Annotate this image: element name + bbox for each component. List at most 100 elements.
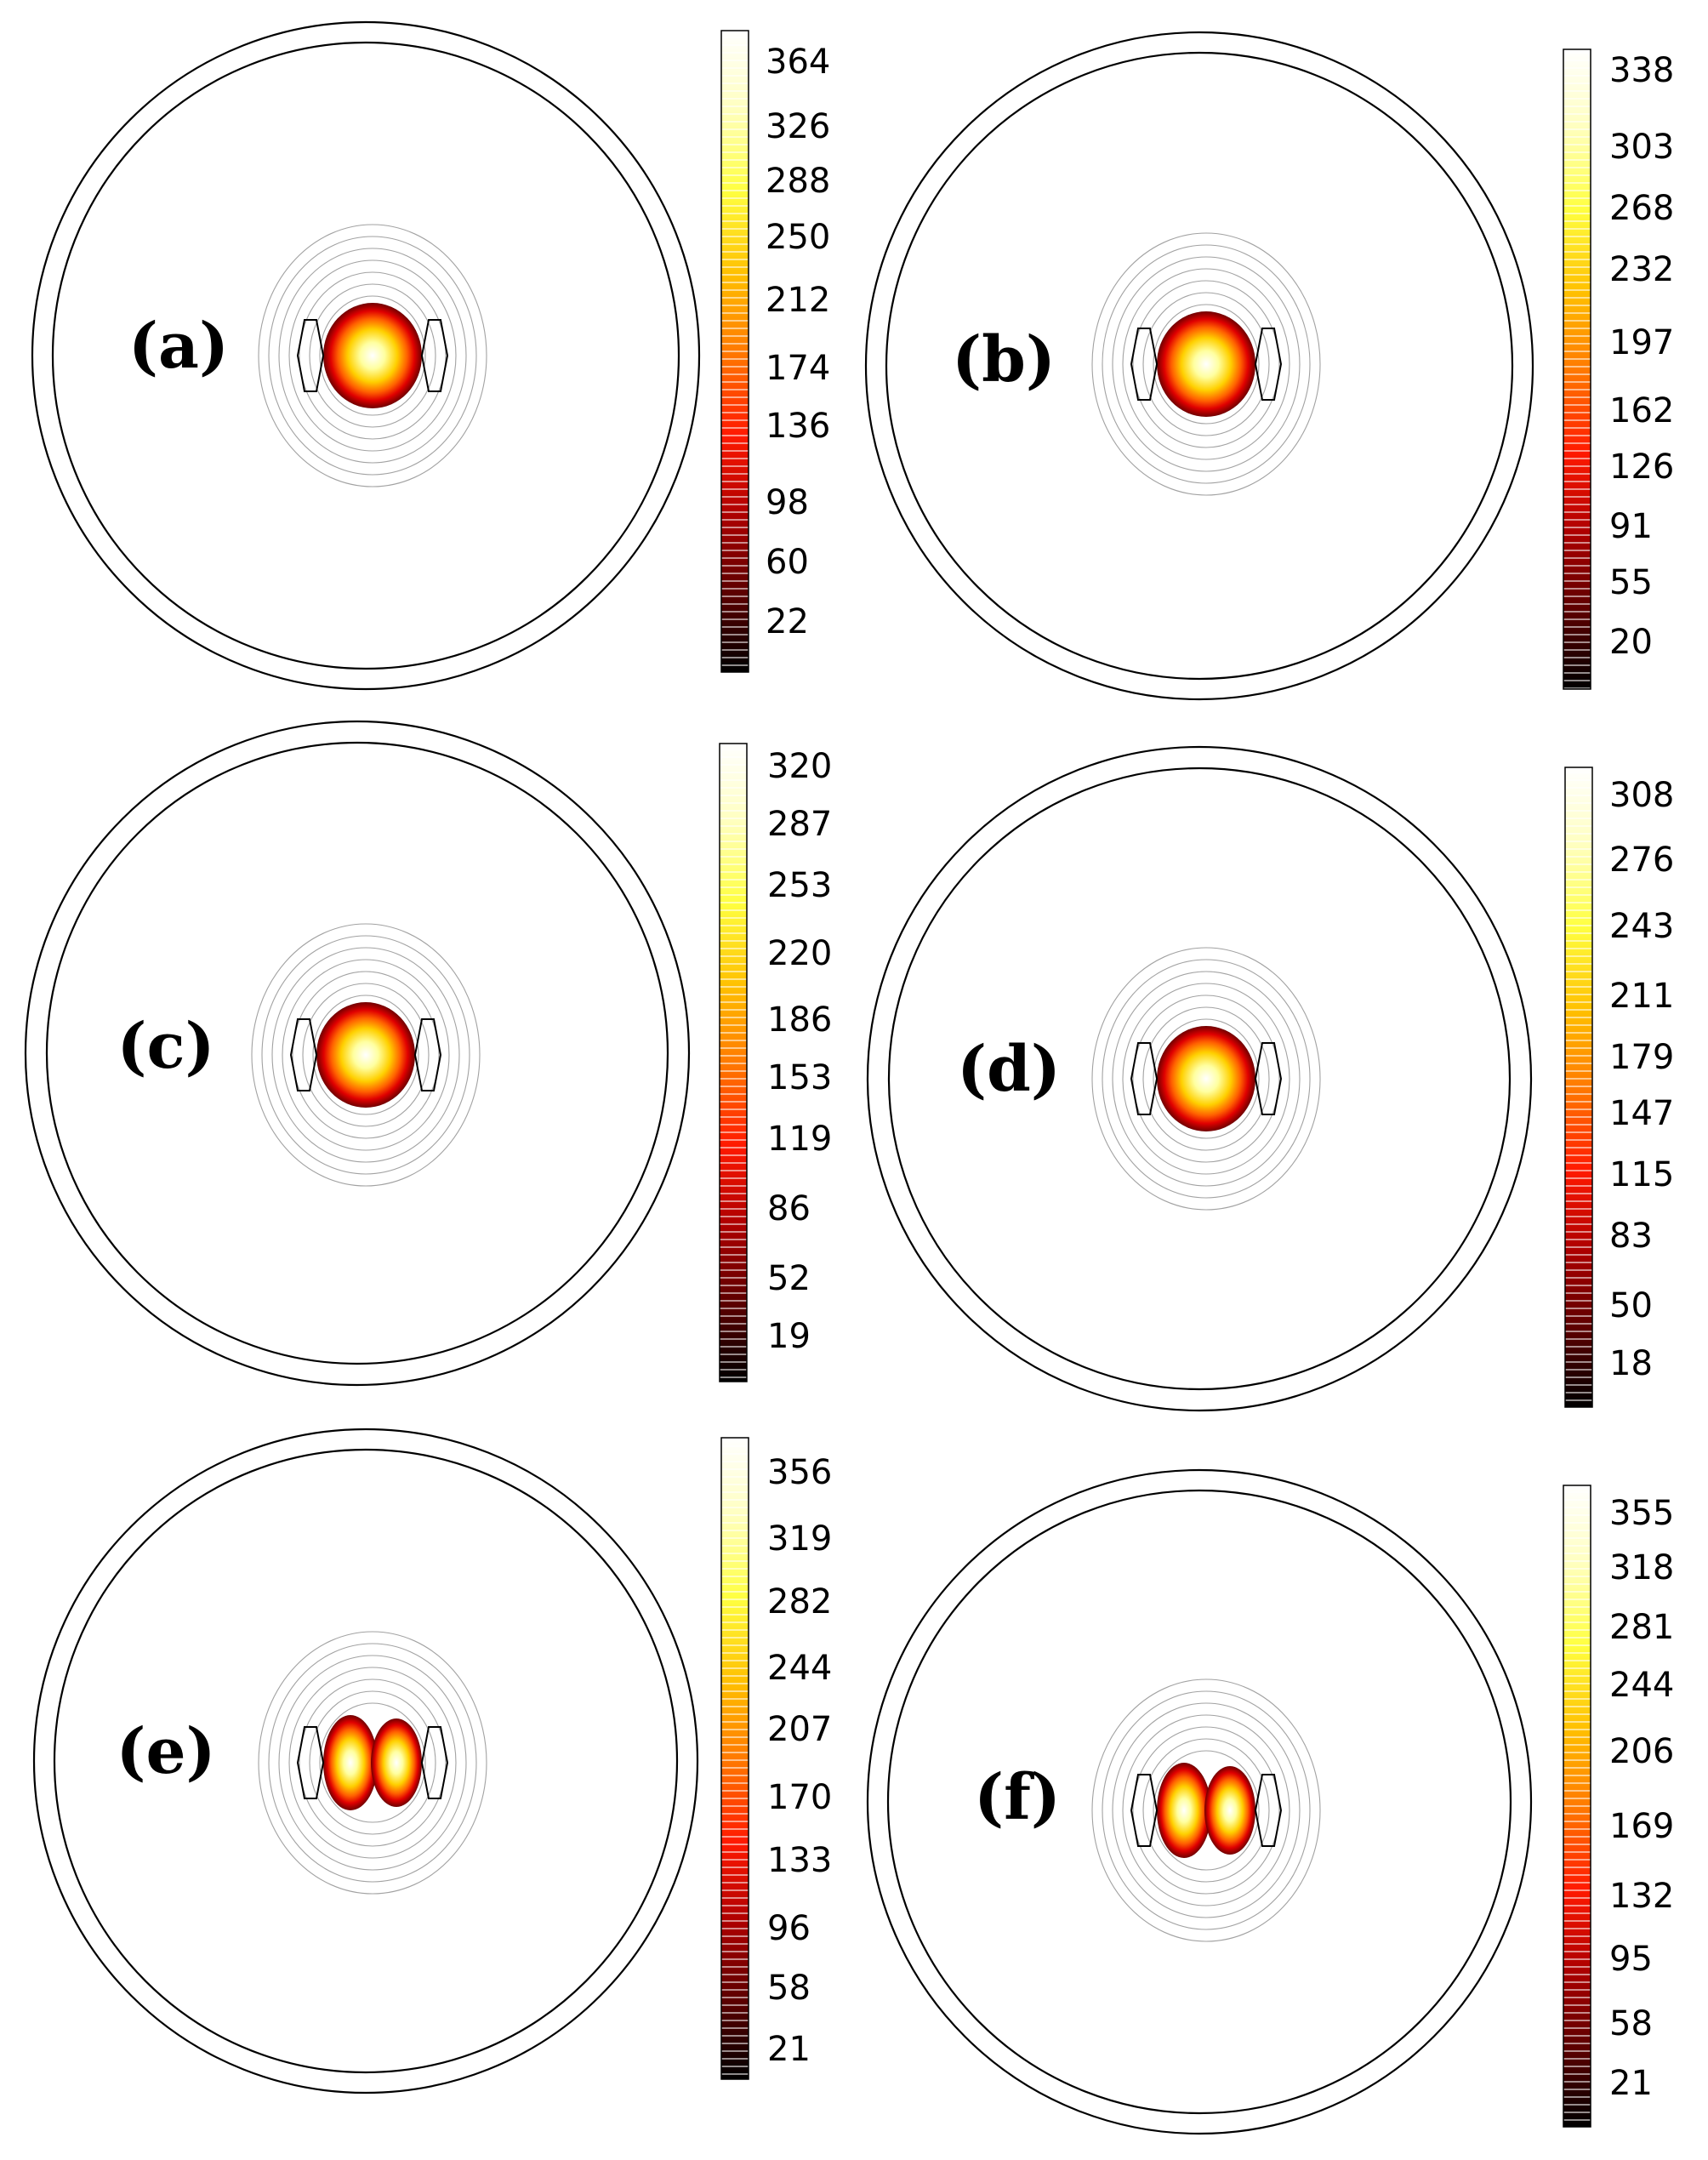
- outer-boundary-circle: [866, 1468, 1533, 2135]
- colorbar-tick-label: 318: [1609, 1548, 1674, 1587]
- hot-zone-right: [371, 1718, 422, 1807]
- contour-line: [1142, 1738, 1270, 1883]
- colorbar-tick-label: 288: [766, 162, 830, 201]
- colorbar-tick-label: 244: [767, 1649, 832, 1688]
- colorbar-tick-label: 244: [1609, 1666, 1674, 1705]
- colorbar-tick-label: 95: [1609, 1940, 1653, 1979]
- contour-line: [1091, 1678, 1321, 1942]
- inner-boundary-circle: [887, 767, 1512, 1391]
- contour-line: [319, 1702, 426, 1823]
- outer-boundary-circle: [24, 720, 691, 1387]
- colorbar-tick-label: 211: [1609, 977, 1674, 1016]
- colorbar-tick-label: 179: [1609, 1038, 1674, 1077]
- contour-line: [258, 224, 487, 487]
- contour-line: [278, 1655, 467, 1871]
- colorbar-bands: [721, 1438, 749, 2079]
- contour-line: [1142, 292, 1270, 436]
- colorbar-frame: [719, 743, 748, 1382]
- contour-line: [278, 248, 467, 464]
- colorbar-tick-label: 174: [766, 349, 830, 388]
- colorbar-tick-label: 319: [767, 1519, 832, 1559]
- contour-line: [251, 923, 481, 1187]
- right-electrode-outline: [420, 319, 449, 392]
- panel-2: (b) 338 303 268 232 197 162 126 91 55 20: [864, 31, 1674, 701]
- outer-boundary-circle: [864, 31, 1534, 701]
- colorbar-frame: [720, 30, 749, 673]
- contour-line: [288, 259, 457, 452]
- left-electrode-outline: [1130, 328, 1159, 401]
- panel-label: (f): [974, 1761, 1061, 1834]
- colorbar-frame: [1564, 767, 1593, 1408]
- colorbar-tick-label: 83: [1609, 1217, 1653, 1256]
- colorbar-tick-label: 186: [767, 1000, 832, 1040]
- contour-line: [1091, 947, 1321, 1211]
- colorbar-tick-label: 232: [1609, 250, 1674, 289]
- colorbar-tick-label: 52: [767, 1259, 811, 1298]
- contour-line: [1112, 1702, 1301, 1918]
- colorbar-frame: [720, 1437, 749, 2080]
- contour-line: [1091, 232, 1321, 496]
- contour-line: [271, 947, 460, 1163]
- colorbar-tick-label: 50: [1609, 1286, 1653, 1325]
- inner-boundary-circle: [53, 1448, 679, 2074]
- panel-label: (c): [117, 1010, 214, 1083]
- colorbar-tick-label: 126: [1609, 447, 1674, 487]
- colorbar-tick-label: 243: [1609, 907, 1674, 946]
- contour-line: [1122, 983, 1290, 1175]
- panel-1: (a) 364 326 288 250 212 174 136 98 60 22: [31, 20, 830, 691]
- colorbar-tick-label: 207: [767, 1710, 832, 1749]
- outer-boundary-circle: [31, 20, 701, 691]
- colorbar-tick-label: 55: [1609, 563, 1653, 602]
- contour-line: [319, 295, 426, 416]
- right-electrode-outline: [413, 1018, 442, 1091]
- contour-line: [1112, 971, 1301, 1187]
- contour-line: [1122, 268, 1290, 460]
- contour-line: [1122, 1714, 1290, 1906]
- contour-line: [1153, 1018, 1260, 1139]
- contour-line: [1112, 256, 1301, 472]
- contour-line: [261, 935, 470, 1175]
- colorbar-frame: [1563, 1485, 1591, 2128]
- contour-line: [268, 236, 477, 476]
- colorbar-tick-label: 338: [1609, 51, 1674, 90]
- colorbar-tick-label: 19: [767, 1317, 811, 1356]
- right-electrode-outline: [1254, 1042, 1283, 1115]
- outer-boundary-circle: [32, 1428, 699, 2094]
- colorbar-tick-label: 133: [767, 1841, 832, 1880]
- contour-line: [299, 1678, 447, 1847]
- hot-zone: [316, 1002, 415, 1108]
- colorbar-tick-label: 355: [1609, 1494, 1674, 1533]
- contour-line: [288, 1667, 457, 1859]
- contour-line: [1153, 1750, 1260, 1871]
- panel-5: (e) 356 319 282 244 207 170 133 96 58 21: [32, 1428, 832, 2094]
- inner-boundary-circle: [885, 51, 1514, 681]
- right-electrode-outline: [420, 1726, 449, 1799]
- colorbar-tick-label: 250: [766, 218, 830, 257]
- panel-label: (d): [957, 1033, 1061, 1106]
- right-electrode-outline: [1254, 1774, 1283, 1847]
- contour-line: [268, 1643, 477, 1883]
- hot-zone: [1157, 311, 1255, 417]
- contour-line: [292, 971, 440, 1139]
- hot-zone: [323, 303, 422, 408]
- colorbar-tick-label: 91: [1609, 507, 1653, 546]
- contour-line: [1102, 959, 1311, 1199]
- left-electrode-outline: [1130, 1774, 1159, 1847]
- colorbar-tick-label: 58: [767, 1969, 811, 2008]
- colorbar-tick-label: 364: [766, 43, 830, 82]
- colorbar-bands: [1563, 1485, 1591, 2127]
- colorbar-tick-label: 147: [1609, 1094, 1674, 1133]
- colorbar-tick-label: 326: [766, 107, 830, 146]
- inner-boundary-circle: [45, 741, 669, 1365]
- inner-boundary-circle: [51, 41, 680, 670]
- colorbar-tick-label: 21: [1609, 2064, 1653, 2103]
- contour-line: [1153, 304, 1260, 425]
- contour-line: [1142, 1006, 1270, 1151]
- contour-line: [312, 995, 419, 1115]
- colorbar-tick-label: 58: [1609, 2004, 1653, 2043]
- colorbar-tick-label: 119: [767, 1120, 832, 1159]
- colorbar-tick-label: 96: [767, 1909, 811, 1948]
- colorbar-tick-label: 220: [767, 934, 832, 973]
- colorbar-tick-label: 132: [1609, 1877, 1674, 1916]
- contour-line: [299, 271, 447, 440]
